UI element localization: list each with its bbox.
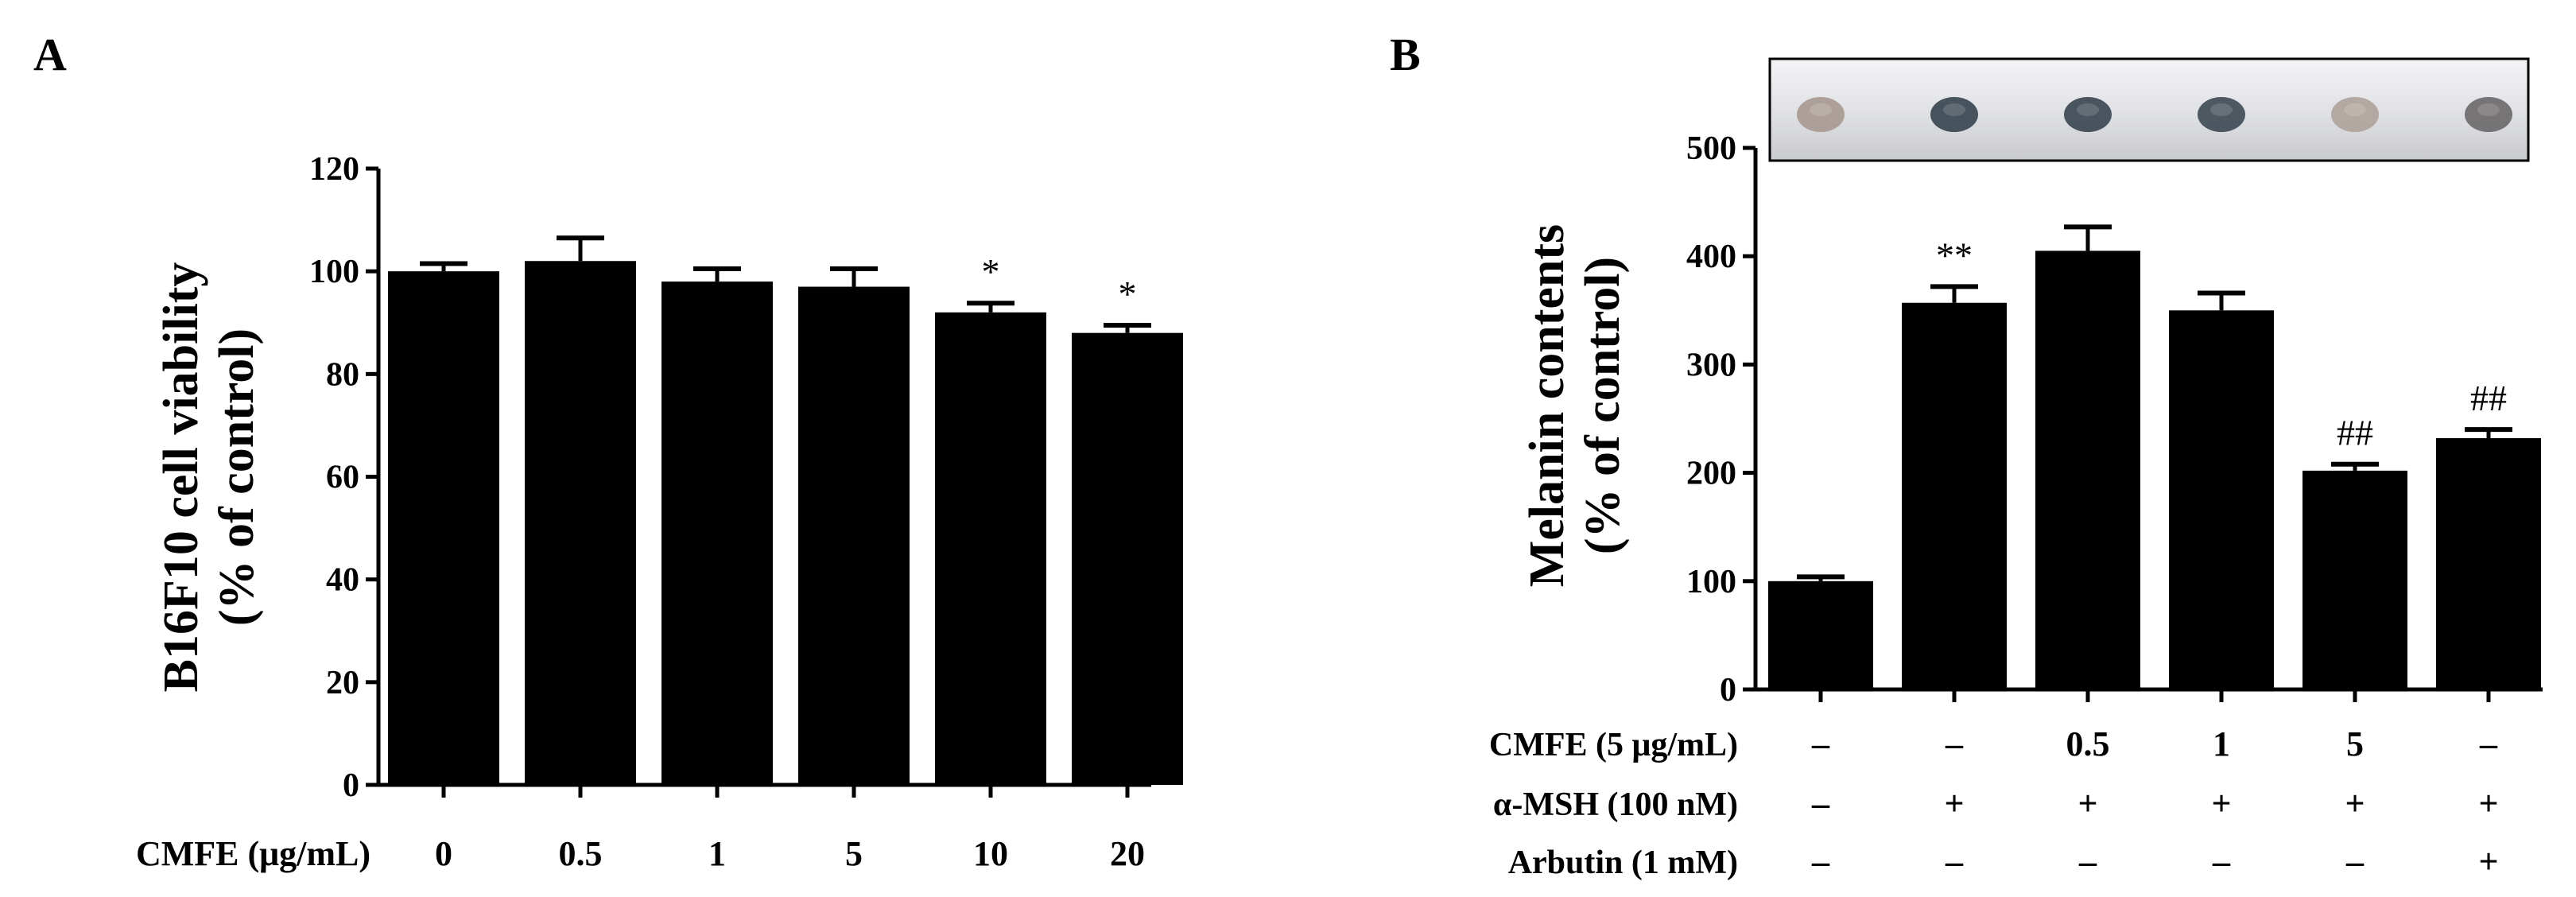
treatment-cell: – — [1811, 784, 1830, 823]
treatment-cell: + — [2478, 784, 2498, 823]
panel-b-y-tick-label: 500 — [1686, 130, 1736, 167]
panel-a-bar — [935, 312, 1046, 785]
pellet — [2465, 97, 2512, 132]
panel-b-y-tick-label: 100 — [1686, 564, 1736, 600]
treatment-cell: – — [2078, 842, 2097, 881]
panel-a-bar — [661, 282, 773, 785]
treatment-cell: – — [2212, 842, 2231, 881]
treatment-cell: 0.5 — [2066, 724, 2110, 763]
pellet — [2331, 97, 2379, 132]
treatment-cell: – — [2479, 724, 2498, 763]
pellet-photo-frame — [1768, 57, 2530, 162]
treatment-row-label: CMFE (5 μg/mL) — [1489, 727, 1738, 763]
panel-b-y-axis-label-line1: Melanin contents — [1520, 224, 1574, 587]
panel-a-category-label: 20 — [1110, 834, 1145, 873]
pellet — [2198, 97, 2245, 132]
panel-a-y-axis-label-line1: B16F10 cell viability — [154, 262, 208, 693]
panel-b: B Melanin contents (% of control) 0 100 20… — [1390, 29, 2543, 881]
panel-a-letter: A — [33, 29, 67, 80]
panel-a: A B16F10 cell viability (% of control) C… — [33, 29, 1183, 873]
panel-a-y-tick-label: 0 — [343, 767, 359, 804]
panel-b-significance-mark: ## — [2337, 413, 2373, 453]
pellet-highlight — [2477, 103, 2500, 116]
panel-b-y-axis-label: Melanin contents (% of control) — [1520, 224, 1630, 587]
panel-a-y-tick-label: 120 — [309, 151, 359, 188]
panel-a-bars: 0 0.5 1 5 * 10 * 20 — [388, 235, 1183, 873]
panel-b-y-tick-label: 300 — [1686, 347, 1736, 383]
treatment-cell: + — [2077, 784, 2097, 823]
treatment-cell: – — [1811, 724, 1830, 763]
pellet — [1930, 97, 1978, 132]
panel-b-y-tick-label: 200 — [1686, 456, 1736, 492]
panel-b-y-tick-label: 0 — [1720, 672, 1736, 709]
panel-a-x-axis-label: CMFE (μg/mL) — [136, 834, 370, 873]
panel-a-significance-mark: * — [1119, 274, 1137, 314]
panel-a-bar — [1072, 332, 1183, 786]
panel-b-pellet-photo — [1768, 57, 2530, 162]
panel-a-y-tick-label: 20 — [326, 665, 359, 701]
panel-a-category-label: 1 — [708, 834, 726, 873]
treatment-cell: + — [2211, 784, 2231, 823]
treatment-cell: + — [2345, 784, 2365, 823]
panel-a-y-tick-label: 80 — [326, 356, 359, 393]
panel-b-treatment-table: CMFE (5 μg/mL) – – 0.5 1 5 – α-MSH (100 nM) – + + +… — [1489, 724, 2499, 881]
panel-b-y-axis-label-line2: (% of control) — [1576, 257, 1630, 554]
panel-b-bars: ** ## ## — [1768, 224, 2541, 689]
panel-b-significance-mark: ## — [2470, 378, 2507, 418]
treatment-cell: 1 — [2213, 724, 2230, 763]
panel-a-y-tick-label: 100 — [309, 254, 359, 290]
treatment-cell: – — [1811, 842, 1830, 881]
panel-a-bar — [525, 261, 636, 785]
panel-b-bar — [2436, 438, 2541, 689]
panel-a-category-label: 5 — [845, 834, 863, 873]
treatment-cell: – — [2345, 842, 2365, 881]
pellet-highlight — [2210, 103, 2233, 116]
panel-a-axes: 0 20 40 60 80 100 120 — [309, 151, 1151, 804]
pellet — [1797, 97, 1845, 132]
panel-a-category-label: 0 — [435, 834, 452, 873]
panel-a-y-tick-label: 40 — [326, 562, 359, 599]
panel-b-bar — [2035, 250, 2140, 689]
panel-a-bar — [388, 271, 499, 786]
panel-b-bar — [1902, 302, 2007, 689]
pellet-highlight — [1810, 103, 1832, 116]
panel-a-category-label: 10 — [973, 834, 1008, 873]
treatment-row-label: Arbutin (1 mM) — [1508, 845, 1738, 881]
panel-b-bar — [1768, 581, 1873, 689]
treatment-cell: 5 — [2346, 724, 2364, 763]
treatment-cell: – — [1945, 842, 1964, 881]
panel-a-y-tick-label: 60 — [326, 460, 359, 496]
pellet-highlight — [1943, 103, 1965, 116]
panel-b-axes: 0 100 200 300 400 500 — [1686, 130, 2543, 709]
treatment-row-label: α-MSH (100 nM) — [1493, 786, 1738, 823]
pellet — [2064, 97, 2112, 132]
panel-a-y-axis-label: B16F10 cell viability (% of control) — [154, 262, 264, 693]
treatment-cell: + — [2478, 842, 2498, 881]
panel-a-significance-mark: * — [982, 251, 1000, 292]
panel-b-bar — [2302, 470, 2407, 689]
panel-b-letter: B — [1390, 29, 1421, 80]
panel-a-bar — [798, 286, 910, 786]
treatment-cell: – — [1945, 724, 1964, 763]
pellet-highlight — [2344, 103, 2366, 116]
pellet-highlight — [2077, 103, 2099, 116]
treatment-cell: + — [1944, 784, 1964, 823]
panel-b-significance-mark: ** — [1936, 235, 1973, 275]
panel-a-y-axis-label-line2: (% of control) — [210, 328, 264, 626]
panel-b-y-tick-label: 400 — [1686, 239, 1736, 275]
panel-b-bar — [2169, 310, 2274, 689]
panel-a-category-label: 0.5 — [559, 834, 603, 873]
